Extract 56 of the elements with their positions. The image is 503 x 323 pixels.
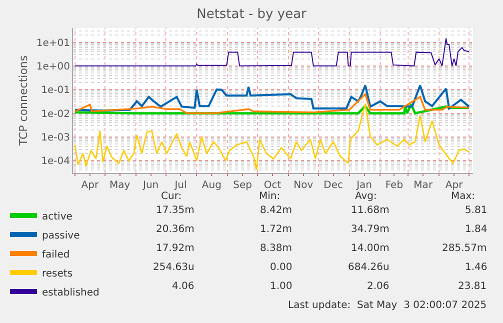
text: 8.42m — [260, 205, 292, 216]
x-tick-label: Feb — [385, 180, 404, 191]
text: 14.00m — [351, 243, 390, 254]
line-series — [74, 84, 470, 112]
text: 684.26u — [348, 262, 390, 273]
text: 1.84 — [465, 224, 488, 235]
text: Cur: — [161, 191, 182, 202]
x-tick-label: Jun — [142, 180, 159, 191]
line-series — [74, 38, 470, 66]
text: 17.35m — [156, 205, 194, 216]
legend-label: failed — [42, 249, 70, 260]
text: 34.79m — [351, 224, 390, 235]
text: 23.81 — [458, 281, 487, 292]
x-tick-label: Apr — [445, 180, 464, 191]
y-tick-label: 1e-01 — [41, 85, 70, 96]
text: 285.57m — [442, 243, 487, 254]
text: Max: — [451, 191, 476, 202]
legend-label: active — [42, 211, 72, 222]
text: 1.72m — [260, 224, 292, 235]
text: 1.00 — [270, 281, 292, 292]
text: 0.00 — [270, 262, 292, 273]
y-tick-label: 1e+00 — [36, 61, 70, 72]
line-series — [74, 93, 470, 114]
x-tick-label: Sep — [233, 180, 252, 191]
text: Last update: Sat May 3 02:00:07 2025 — [288, 300, 487, 311]
y-tick-label: 1e-02 — [41, 108, 70, 120]
text: 254.63u — [153, 262, 194, 273]
legend-label: resets — [42, 268, 73, 280]
chart-title: Netstat - by year — [196, 7, 308, 22]
x-tick-label: Aug — [202, 180, 222, 191]
text: 11.68m — [351, 205, 390, 216]
text: Min: — [259, 191, 280, 202]
text: 5.81 — [465, 205, 488, 216]
y-axis-title: TCP connections — [17, 55, 30, 147]
x-tick-label: Oct — [264, 180, 282, 191]
line-series — [74, 103, 470, 114]
x-tick-label: Mar — [414, 180, 434, 191]
x-tick-label: Jul — [174, 180, 187, 191]
legend-label: established — [42, 287, 100, 298]
y-tick-label: 1e-03 — [41, 132, 70, 144]
y-tick-label: 1e+01 — [36, 38, 70, 49]
x-tick-label: Jan — [356, 180, 372, 191]
x-tick-label: Apr — [81, 180, 100, 191]
text: 2.06 — [367, 281, 390, 292]
text: 17.92m — [156, 243, 194, 254]
text: 1.46 — [465, 262, 488, 273]
x-tick-label: Nov — [294, 180, 314, 191]
text: 20.36m — [156, 224, 194, 235]
legend-label: passive — [42, 230, 80, 242]
text: 4.06 — [172, 281, 194, 292]
x-tick-label: Dec — [324, 180, 344, 191]
x-tick-label: May — [110, 180, 130, 191]
y-tick-label: 1e-04 — [41, 156, 70, 168]
text: Avg: — [355, 191, 377, 202]
text: 8.38m — [260, 243, 292, 254]
line-series — [74, 103, 470, 171]
